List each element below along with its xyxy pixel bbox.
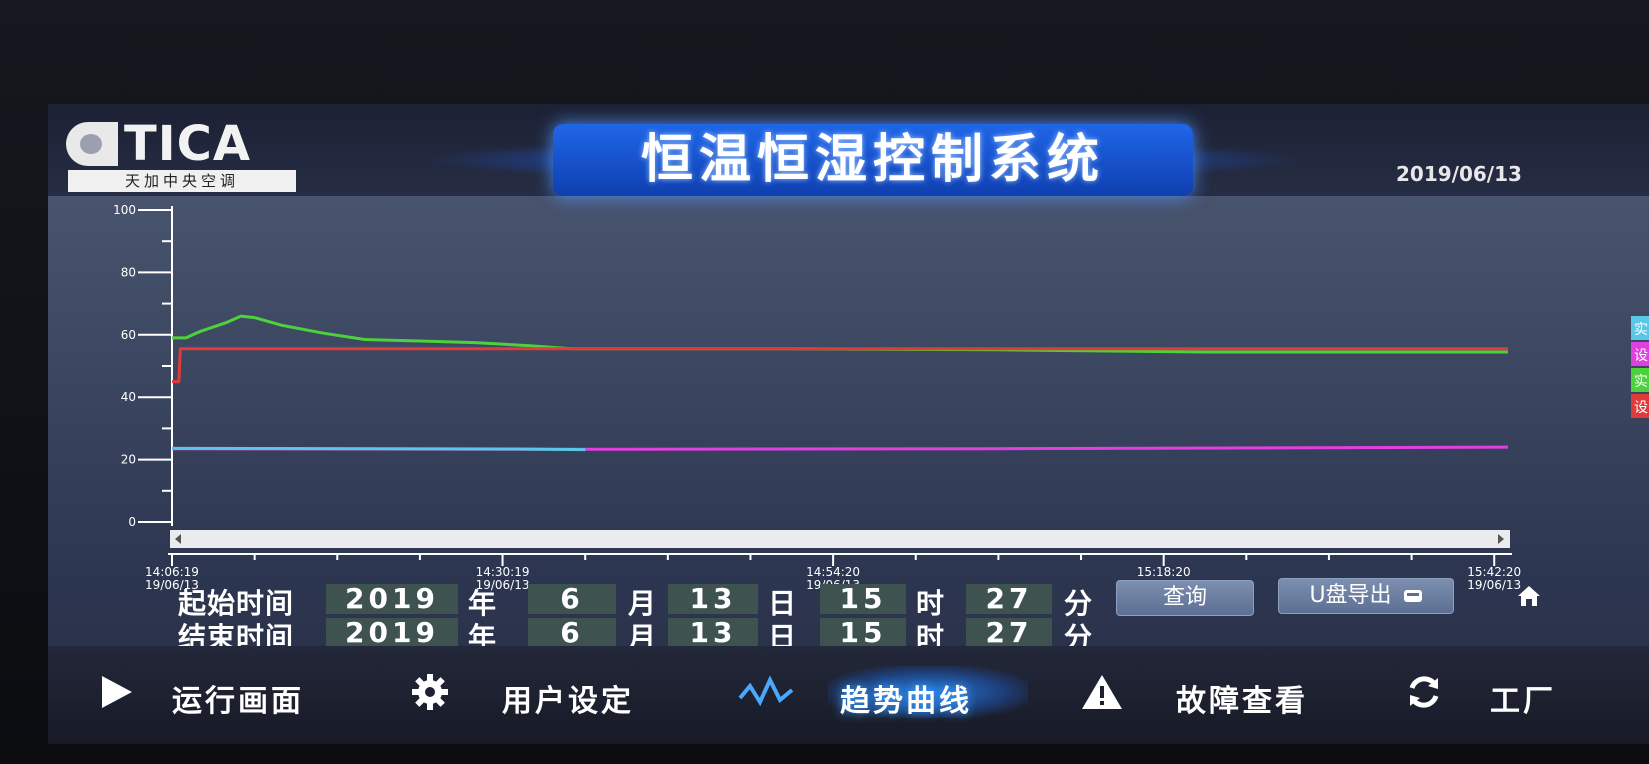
y-tick-label: 80 (121, 265, 136, 279)
page-title: 恒温恒湿控制系统 (553, 124, 1193, 196)
nav-label-run-screen: 运行画面 (172, 684, 304, 719)
x-tick-date-label: 19/06/13 (476, 578, 530, 592)
gear-icon (412, 674, 448, 710)
x-tick-time-label: 14:30:19 (476, 565, 530, 579)
end-day-field[interactable]: 13 (668, 618, 758, 648)
start-day-unit: 日 (768, 587, 797, 620)
logo-mark-icon (66, 122, 118, 166)
scroll-left-arrow-icon[interactable] (175, 534, 181, 544)
series-line-4 (171, 446, 586, 452)
hmi-screen: TICA 天加中央空调 恒温恒湿控制系统 2019/06/13 0 20 40 60 8… (48, 104, 1649, 744)
datetime-display: 2019/06/13 (1396, 162, 1522, 186)
nav-label-fault-view: 故障查看 (1176, 684, 1308, 719)
nav-label-factory: 工厂 (1490, 684, 1556, 719)
y-tick-label: 60 (121, 328, 136, 342)
y-axis: 0 20 40 60 80 100 (113, 203, 173, 529)
series-line-2 (172, 347, 1508, 384)
end-year-field[interactable]: 2019 (326, 618, 458, 648)
end-month-field[interactable]: 6 (528, 618, 616, 648)
start-year-unit: 年 (468, 587, 497, 620)
legend-swatch (1631, 316, 1649, 340)
scroll-right-arrow-icon[interactable] (1498, 534, 1504, 544)
legend-label: 设 (1634, 348, 1648, 364)
y-tick-label: 0 (128, 515, 136, 529)
usb-export-button[interactable]: U盘导出 (1278, 578, 1454, 614)
query-button[interactable]: 查询 (1116, 580, 1254, 616)
logo-subtitle: 天加中央空调 (68, 170, 296, 192)
query-start-row: 起始时间 2019 年 6 月 13 日 15 时 27 分 查询 U盘导出 (48, 578, 1649, 620)
legend-swatch (1631, 368, 1649, 392)
start-day-field[interactable]: 13 (668, 584, 758, 614)
legend-label: 实 (1634, 374, 1648, 390)
y-tick-label: 100 (113, 203, 136, 217)
nav-active-glow (828, 666, 1028, 718)
end-minute-field[interactable]: 27 (966, 618, 1052, 648)
y-tick-label: 40 (121, 390, 136, 404)
warning-icon (1082, 675, 1122, 709)
start-minute-field[interactable]: 27 (966, 584, 1052, 614)
legend-label: 设 (1634, 400, 1648, 416)
end-hour-field[interactable]: 15 (820, 618, 906, 648)
query-end-row: 结束时间 2019 年 6 月 13 日 15 时 27 分 (48, 618, 1649, 655)
logo-text: TICA (124, 116, 251, 172)
scrollbar-thumb[interactable] (170, 530, 1510, 548)
start-time-label: 起始时间 (178, 587, 295, 620)
y-tick-label: 20 (121, 453, 136, 467)
start-year-field[interactable]: 2019 (326, 584, 458, 614)
legend-swatch (1631, 394, 1649, 418)
series-line-1 (172, 314, 1508, 354)
tica-logo: TICA 天加中央空调 (66, 116, 298, 192)
chart-scrollbar[interactable] (170, 530, 1510, 548)
start-hour-field[interactable]: 15 (820, 584, 906, 614)
start-minute-unit: 分 (1064, 587, 1093, 620)
series-layer (171, 314, 1509, 452)
play-icon (102, 676, 132, 708)
trend-wave-icon (738, 675, 794, 707)
start-hour-unit: 时 (916, 587, 945, 620)
legend-swatch (1631, 342, 1649, 366)
x-tick-date-label: 19/06/13 (1467, 578, 1521, 592)
x-tick-time-label: 15:18:20 (1137, 565, 1191, 579)
usb-drive-icon (1403, 590, 1422, 602)
x-tick-time-label: 14:54:20 (806, 565, 860, 579)
x-tick-date-label: 19/06/13 (145, 578, 199, 592)
nav-label-user-settings: 用户设定 (502, 684, 634, 719)
start-month-field[interactable]: 6 (528, 584, 616, 614)
usb-export-label: U盘导出 (1309, 583, 1392, 608)
x-tick-time-label: 14:06:19 (145, 565, 199, 579)
legend-label: 实 (1634, 322, 1648, 338)
home-icon[interactable] (1516, 584, 1542, 608)
x-tick-time-label: 15:42:20 (1467, 565, 1521, 579)
start-month-unit: 月 (628, 587, 657, 620)
nav-label-trend-curve: 趋势曲线 (840, 684, 972, 719)
bottom-nav: 运行画面 用户设定 趋势曲线 (48, 646, 1649, 744)
refresh-icon (1409, 676, 1439, 708)
